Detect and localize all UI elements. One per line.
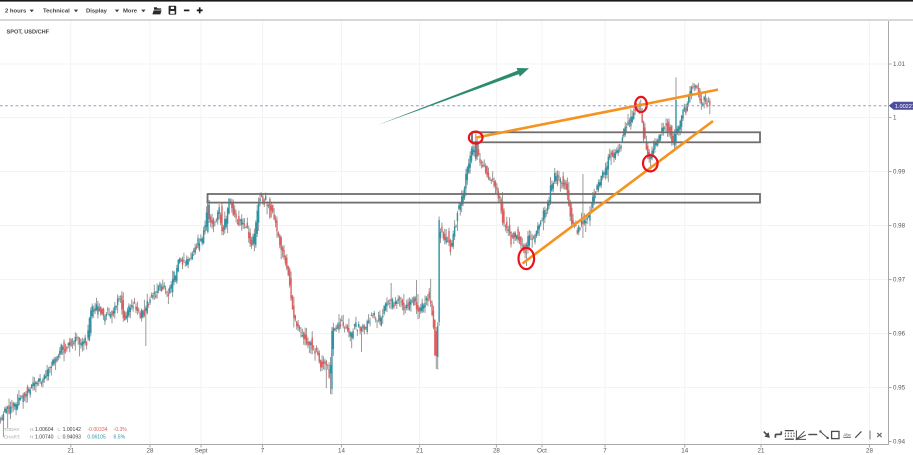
svg-text:28: 28 bbox=[493, 448, 500, 455]
svg-text:28: 28 bbox=[147, 448, 154, 455]
svg-text:21: 21 bbox=[416, 448, 423, 455]
svg-text:0.99: 0.99 bbox=[893, 169, 906, 176]
svg-text:14: 14 bbox=[681, 448, 688, 455]
svg-text:6.5%: 6.5% bbox=[114, 434, 126, 440]
svg-text:0.95: 0.95 bbox=[893, 385, 906, 392]
svg-text:Display: Display bbox=[86, 9, 108, 15]
svg-text:28: 28 bbox=[866, 448, 873, 455]
svg-text:7: 7 bbox=[603, 448, 607, 455]
svg-text:0.97: 0.97 bbox=[893, 277, 906, 284]
svg-text:1.00221: 1.00221 bbox=[895, 104, 913, 110]
svg-text:1: 1 bbox=[893, 115, 897, 122]
svg-text:CHART:: CHART: bbox=[4, 434, 21, 439]
svg-text:L:: L: bbox=[58, 434, 62, 439]
svg-text:0.98: 0.98 bbox=[893, 223, 906, 230]
svg-text:-0.3%: -0.3% bbox=[114, 427, 128, 433]
svg-text:0.06105: 0.06105 bbox=[87, 434, 106, 440]
svg-text:H:: H: bbox=[30, 427, 35, 432]
svg-text:2 hours: 2 hours bbox=[5, 9, 27, 15]
svg-text:1.00740: 1.00740 bbox=[35, 434, 54, 440]
svg-text:21: 21 bbox=[758, 448, 765, 455]
svg-text:H:: H: bbox=[30, 434, 35, 439]
svg-text:More: More bbox=[123, 9, 138, 15]
svg-text:0.94093: 0.94093 bbox=[63, 434, 82, 440]
svg-text:7: 7 bbox=[261, 448, 265, 455]
svg-text:Sept: Sept bbox=[195, 448, 208, 455]
svg-text:14: 14 bbox=[338, 448, 345, 455]
svg-text:1.00142: 1.00142 bbox=[63, 427, 82, 433]
svg-text:1.00604: 1.00604 bbox=[35, 427, 54, 433]
svg-text:SPOT, USD/CHF: SPOT, USD/CHF bbox=[7, 30, 50, 36]
svg-text:0.94: 0.94 bbox=[893, 439, 906, 446]
svg-text:Oct: Oct bbox=[537, 448, 547, 455]
svg-text:1.01: 1.01 bbox=[893, 61, 906, 68]
svg-text:-0.00334: -0.00334 bbox=[87, 427, 107, 433]
svg-text:Abc: Abc bbox=[843, 432, 852, 437]
svg-text:Technical: Technical bbox=[43, 9, 70, 15]
svg-text:TODAY:: TODAY: bbox=[4, 427, 20, 432]
svg-text:21: 21 bbox=[67, 448, 74, 455]
svg-text:L:: L: bbox=[58, 427, 62, 432]
svg-text:0.96: 0.96 bbox=[893, 331, 906, 338]
